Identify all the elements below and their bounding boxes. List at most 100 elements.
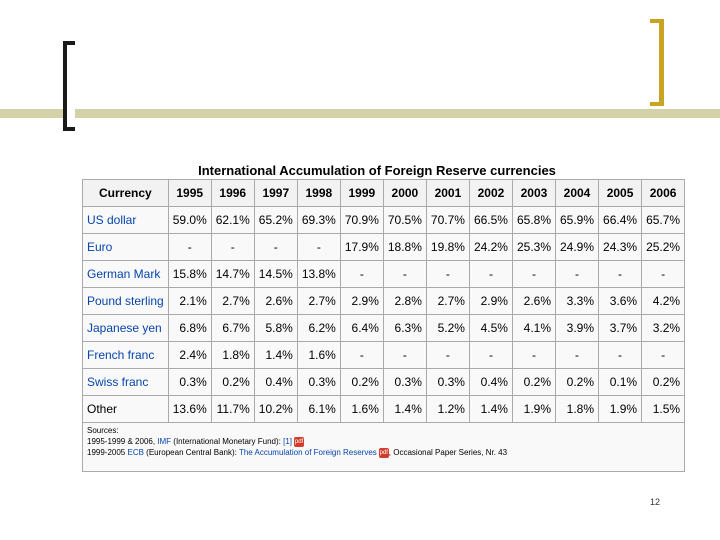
value-cell: 1.4% [468,395,513,423]
left-bracket-decoration [63,41,75,131]
value-cell: 24.3% [598,233,643,261]
value-cell: - [339,341,384,369]
value-cell: 25.2% [641,233,686,261]
currency-cell[interactable]: Swiss franc [82,368,169,396]
header-cell: 2006 [641,179,686,207]
value-cell: 2.7% [425,287,470,315]
currency-cell[interactable]: US dollar [82,206,169,234]
value-cell: 11.7% [210,395,255,423]
slide-number: 12 [650,497,661,507]
table-header-row: Currency 1995 1996 1997 1998 1999 2000 2… [82,179,686,207]
table-body: US dollar 59.0% 62.1% 65.2% 69.3% 70.9% 70.5% 7… [82,206,686,423]
table-row: Japanese yen 6.8% 6.7% 5.8% 6.2% 6.4% 6.3% 5.2%… [82,314,686,342]
value-cell: 1.8% [210,341,255,369]
value-cell: 18.8% [382,233,427,261]
value-cell: - [425,341,470,369]
sources-row: Sources: 1995-1999 & 2006, IMF (Internat… [81,422,686,472]
value-cell: - [425,260,470,288]
value-cell: - [382,341,427,369]
value-cell: - [598,260,643,288]
value-cell: 1.6% [296,341,341,369]
header-cell: 1995 [167,179,212,207]
value-cell: 5.2% [425,314,470,342]
table-title: International Accumulation of Foreign Re… [198,163,556,178]
table-row: Pound sterling 2.1% 2.7% 2.6% 2.7% 2.9% 2.8% 2.… [82,287,686,315]
currency-cell[interactable]: Japanese yen [82,314,169,342]
value-cell: 0.3% [167,368,212,396]
currency-cell[interactable]: Euro [82,233,169,261]
currency-cell[interactable]: Pound sterling [82,287,169,315]
value-cell: 66.4% [598,206,643,234]
value-cell: 1.4% [382,395,427,423]
value-cell: - [468,341,513,369]
value-cell: 4.5% [468,314,513,342]
value-cell: 3.3% [554,287,600,315]
value-cell: - [554,260,600,288]
value-cell: 0.2% [210,368,255,396]
source-ecb-suffix: , Occasional Paper Series, Nr. 43 [388,448,508,457]
value-cell: 65.7% [641,206,686,234]
value-cell: 62.1% [210,206,255,234]
imf-link[interactable]: IMF [157,437,172,446]
table-row: US dollar 59.0% 62.1% 65.2% 69.3% 70.9% 70.5% 7… [82,206,686,234]
sources-cell: Sources: 1995-1999 & 2006, IMF (Internat… [81,422,686,472]
value-cell: 0.2% [554,368,600,396]
value-cell: 65.2% [253,206,298,234]
value-cell: 0.1% [598,368,643,396]
value-cell: 2.7% [296,287,341,315]
value-cell: 6.7% [210,314,255,342]
imf-reference-link[interactable]: [1] [283,437,293,446]
value-cell: - [554,341,600,369]
value-cell: 2.7% [210,287,255,315]
value-cell: 2.8% [382,287,427,315]
ecb-link[interactable]: ECB [127,448,144,457]
value-cell: 69.3% [296,206,341,234]
value-cell: 4.1% [511,314,557,342]
value-cell: 3.9% [554,314,600,342]
value-cell: 0.2% [511,368,557,396]
value-cell: 4.2% [641,287,686,315]
value-cell: 3.7% [598,314,643,342]
value-cell: 13.8% [296,260,341,288]
value-cell: 2.1% [167,287,212,315]
header-cell: 2001 [425,179,470,207]
value-cell: 1.4% [253,341,298,369]
source-imf-prefix: 1995-1999 & 2006, [87,437,158,446]
value-cell: - [511,341,557,369]
header-cell: 1998 [296,179,341,207]
value-cell: 13.6% [167,395,212,423]
ecb-paper-link[interactable]: The Accumulation of Foreign Reserves [238,448,377,457]
value-cell: 1.2% [425,395,470,423]
source-imf-desc: (International Monetary Fund): [171,437,284,446]
value-cell: 70.5% [382,206,427,234]
value-cell: - [641,341,686,369]
value-cell: - [598,341,643,369]
header-cell: 1996 [210,179,255,207]
header-cell: 1997 [253,179,298,207]
value-cell: 1.8% [554,395,600,423]
value-cell: 6.3% [382,314,427,342]
value-cell: 2.6% [511,287,557,315]
currency-cell[interactable]: French franc [82,341,169,369]
value-cell: 24.2% [468,233,513,261]
decorative-horizontal-bar [0,109,720,118]
table-row: Swiss franc 0.3% 0.2% 0.4% 0.3% 0.2% 0.3% 0.3% 0… [82,368,686,396]
source-line-imf: 1995-1999 & 2006, IMF (International Mon… [87,436,680,447]
source-ecb-prefix: 1999-2005 [87,448,128,457]
value-cell: - [210,233,255,261]
sources-heading: Sources: [87,426,119,435]
currency-cell[interactable]: German Mark [82,260,169,288]
value-cell: - [641,260,686,288]
value-cell: 24.9% [554,233,600,261]
pdf-icon: pdf [294,436,305,447]
value-cell: 6.8% [167,314,212,342]
value-cell: 15.8% [167,260,212,288]
value-cell: 2.9% [339,287,384,315]
value-cell: 10.2% [253,395,298,423]
value-cell: 0.2% [641,368,686,396]
value-cell: 1.6% [339,395,384,423]
value-cell: 0.4% [253,368,298,396]
value-cell: 65.9% [554,206,600,234]
value-cell: 6.1% [296,395,341,423]
table-row: Other 13.6% 11.7% 10.2% 6.1% 1.6% 1.4% 1.2% 1.4%… [82,395,686,423]
